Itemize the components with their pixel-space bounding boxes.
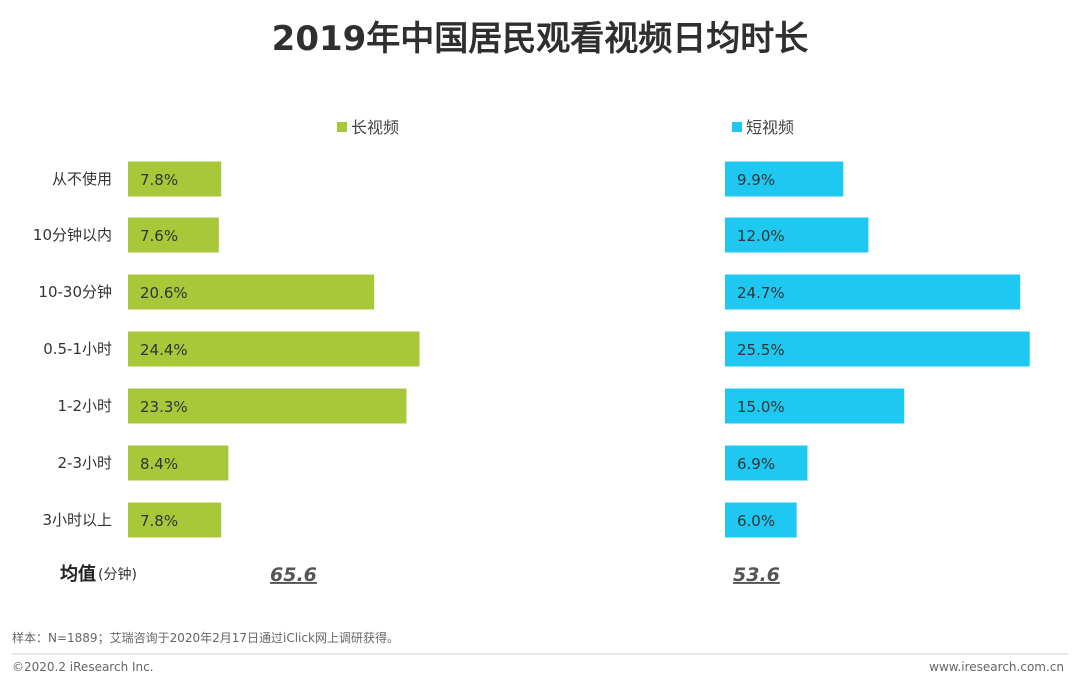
website: www.iresearch.com.cn bbox=[929, 660, 1064, 674]
data-label: 7.8% bbox=[140, 171, 178, 189]
bar-short-video bbox=[725, 217, 869, 253]
bar-long-video bbox=[128, 388, 407, 424]
bar-long-video bbox=[128, 331, 420, 367]
bar-long-video bbox=[128, 274, 375, 310]
copyright: ©2020.2 iResearch Inc. bbox=[12, 660, 154, 674]
category-label: 10-30分钟 bbox=[38, 283, 112, 301]
bar-long-video bbox=[128, 445, 229, 481]
bar-short-video bbox=[725, 502, 797, 538]
legend-swatch-1 bbox=[732, 122, 742, 132]
legend-swatch-0 bbox=[337, 122, 347, 132]
category-label: 0.5-1小时 bbox=[43, 340, 112, 358]
category-label: 10分钟以内 bbox=[33, 226, 112, 244]
bar-long-video bbox=[128, 217, 219, 253]
data-label: 7.6% bbox=[140, 227, 178, 245]
footnote: 样本：N=1889；艾瑞咨询于2020年2月17日通过iClick网上调研获得。 bbox=[12, 630, 399, 645]
category-label: 从不使用 bbox=[52, 170, 112, 188]
data-label: 8.4% bbox=[140, 455, 178, 473]
bar-short-video bbox=[725, 161, 844, 197]
bar-short-video bbox=[725, 274, 1021, 310]
mean-title: 均值 bbox=[60, 563, 96, 585]
category-label: 1-2小时 bbox=[58, 397, 113, 415]
category-label: 3小时以上 bbox=[42, 511, 112, 529]
category-label: 2-3小时 bbox=[58, 454, 113, 472]
data-label: 25.5% bbox=[737, 341, 785, 359]
data-label: 23.3% bbox=[140, 398, 188, 416]
data-label: 20.6% bbox=[140, 284, 188, 302]
chart-title: 2019年中国居民观看视频日均时长 bbox=[272, 19, 809, 59]
data-label: 24.7% bbox=[737, 284, 785, 302]
data-label: 9.9% bbox=[737, 171, 775, 189]
data-label: 15.0% bbox=[737, 398, 785, 416]
bar-long-video bbox=[128, 161, 222, 197]
data-label: 24.4% bbox=[140, 341, 188, 359]
mean-unit: (分钟) bbox=[98, 566, 137, 583]
bar-short-video bbox=[725, 331, 1030, 367]
bars: 7.8% 7.6% 20.6% 24.4% 23.3% 8.4% 7.8% 9.9% 12.0%… bbox=[128, 161, 1030, 538]
data-label: 6.0% bbox=[737, 512, 775, 530]
legend-label-1: 短视频 bbox=[746, 118, 794, 137]
mean-value-0: 65.6 bbox=[270, 564, 317, 586]
bar-short-video bbox=[725, 388, 905, 424]
mean-value-1: 53.6 bbox=[733, 564, 780, 586]
data-label: 12.0% bbox=[737, 227, 785, 245]
data-label: 7.8% bbox=[140, 512, 178, 530]
legend: 长视频 短视频 bbox=[337, 118, 794, 137]
bar-short-video bbox=[725, 445, 808, 481]
legend-label-0: 长视频 bbox=[351, 118, 399, 137]
means-row: 65.6 53.6 bbox=[270, 564, 780, 586]
data-label: 6.9% bbox=[737, 455, 775, 473]
bar-long-video bbox=[128, 502, 222, 538]
category-labels: 从不使用 10分钟以内 10-30分钟 0.5-1小时 1-2小时 2-3小时 3小时以上 bbox=[33, 170, 112, 529]
